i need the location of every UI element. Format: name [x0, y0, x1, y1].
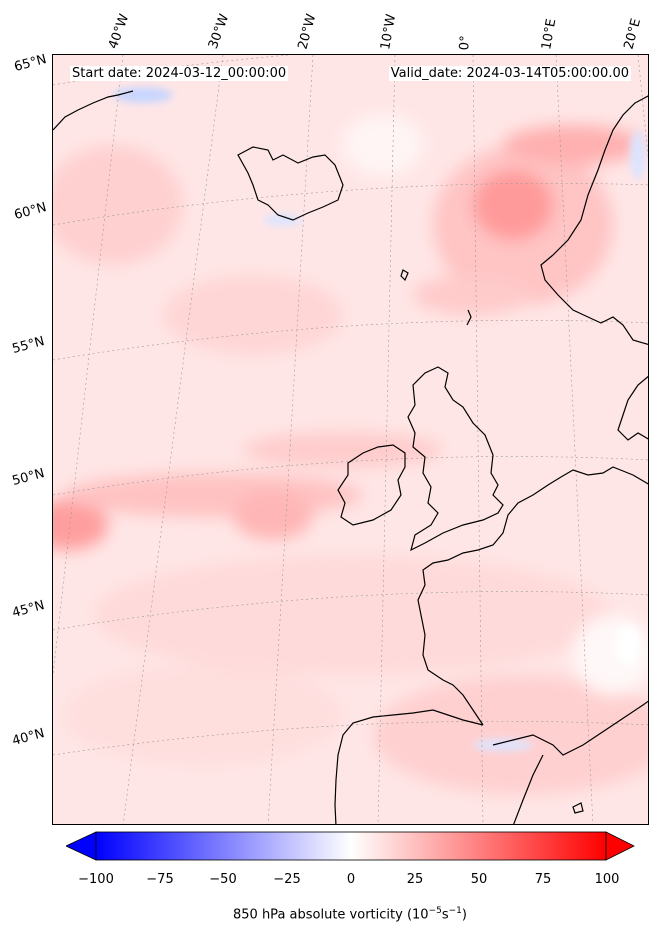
- lat-label-50n: 50°N: [10, 466, 47, 489]
- coast-shetland: [466, 309, 472, 326]
- coast-faroe: [400, 269, 409, 282]
- colorbar-tick-m75: −75: [146, 872, 174, 887]
- graticule: [53, 55, 648, 824]
- lon-label-30w: 30°W: [205, 12, 233, 51]
- coast-iceland: [237, 146, 344, 221]
- lat-label-40n: 40°N: [10, 726, 47, 749]
- colorbar-tick-m100: −100: [78, 872, 114, 887]
- colorbar-label: 850 hPa absolute vorticity (10−5s−1): [233, 906, 467, 923]
- colorbar-tick-25: 25: [406, 872, 424, 887]
- colorbar-tick-100: 100: [594, 872, 620, 887]
- coastlines: [53, 90, 648, 824]
- start-date-text: Start date: 2024-03-12_00:00:00: [70, 66, 289, 81]
- map-panel: [52, 54, 649, 825]
- vorticity-map: [53, 55, 648, 824]
- colorbar-tick-50: 50: [470, 872, 488, 887]
- lon-label-0: 0°: [457, 34, 474, 51]
- coast-spain-east: [513, 754, 544, 824]
- lat-label-55n: 55°N: [10, 334, 47, 357]
- coast-mediterranean: [492, 700, 648, 756]
- lat-label-65n: 65°N: [12, 52, 49, 75]
- coast-continental-europe: [417, 466, 648, 726]
- coast-norway: [540, 95, 648, 346]
- lon-label-20e: 20°E: [621, 16, 645, 51]
- valid-date-text: Valid_date: 2024-03-14T05:00:00.00: [388, 66, 631, 81]
- lon-label-10w: 10°W: [378, 13, 400, 52]
- colorbar-tick-m25: −25: [273, 872, 301, 887]
- colorbar-tick-75: 75: [534, 872, 552, 887]
- coast-greenland: [53, 90, 134, 131]
- coast-iberia: [334, 709, 484, 824]
- coast-ireland: [337, 444, 406, 526]
- colorbar-max-extend: [605, 831, 635, 861]
- colorbar-tick-m50: −50: [209, 872, 237, 887]
- colorbar-tick-0: 0: [346, 872, 356, 887]
- colorbar-gradient: [95, 831, 607, 861]
- colorbar: [66, 831, 635, 861]
- lon-label-10e: 10°E: [539, 17, 560, 52]
- lat-label-45n: 45°N: [10, 598, 47, 621]
- lon-label-20w: 20°W: [295, 12, 320, 51]
- coast-denmark: [617, 375, 648, 441]
- colorbar-min-extend: [66, 831, 97, 861]
- lat-label-60n: 60°N: [12, 200, 49, 223]
- coast-island: [572, 802, 584, 814]
- coast-great-britain: [407, 366, 504, 552]
- lon-label-40w: 40°W: [105, 12, 133, 51]
- negative-vorticity-patches: [113, 87, 646, 751]
